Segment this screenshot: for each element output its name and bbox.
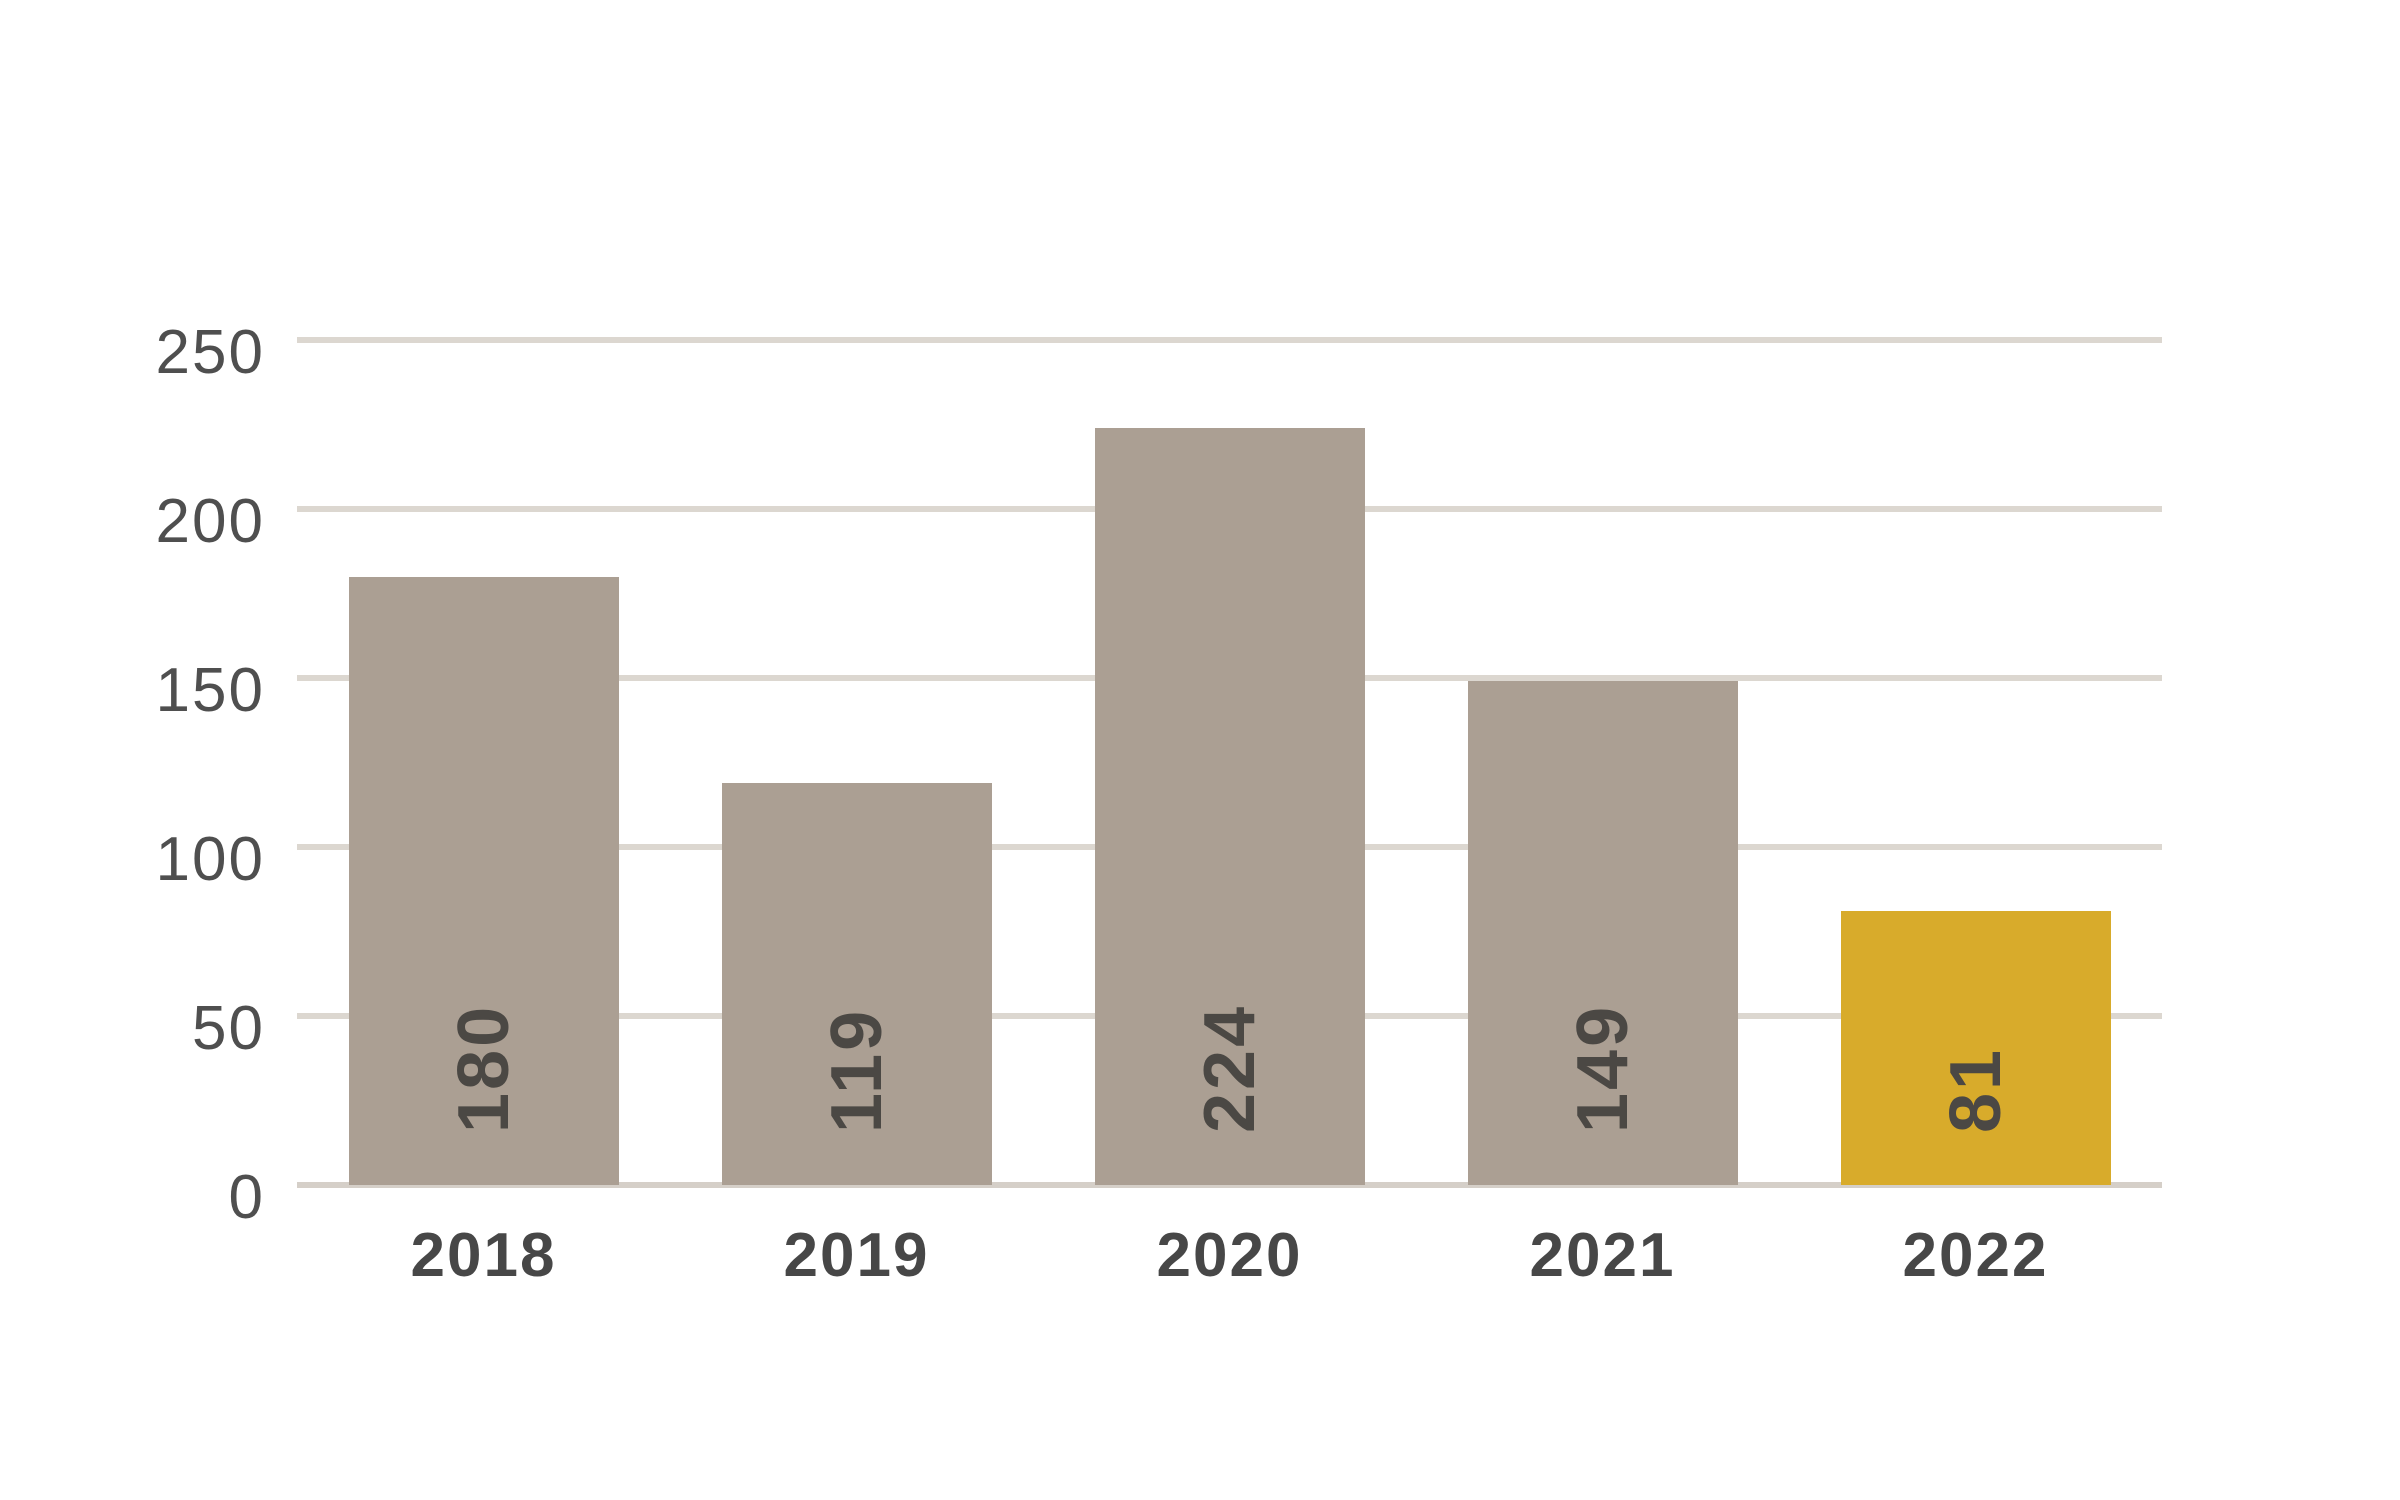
bar-2022: 81 [1840,911,2111,1185]
x-axis-label-2019: 2019 [783,1221,930,1290]
bar-2019: 119 [721,782,992,1185]
bar-2020: 224 [1094,427,1365,1185]
y-axis-tick-label: 150 [155,656,265,725]
x-axis-baseline [297,1182,2162,1188]
y-axis-tick-label: 50 [192,994,265,1063]
bar-2021: 149 [1467,681,1738,1185]
bar-value-label-2020: 224 [1189,1003,1270,1133]
bar-value-label-2022: 81 [1935,1046,2016,1133]
y-axis-tick-label: 250 [155,318,265,387]
bar-value-label-2018: 180 [443,1003,524,1133]
x-axis-label-2018: 2018 [410,1221,557,1290]
x-axis-label-2021: 2021 [1529,1221,1676,1290]
gridline-y-250 [297,337,2162,343]
bar-2018: 180 [348,576,619,1185]
bar-value-label-2019: 119 [816,1007,897,1133]
x-axis-label-2022: 2022 [1902,1221,2049,1290]
bar-value-label-2021: 149 [1562,1003,1643,1133]
y-axis-tick-label: 200 [155,487,265,556]
y-axis-tick-label: 100 [155,825,265,894]
y-axis-tick-label: 0 [228,1163,265,1232]
x-axis-label-2020: 2020 [1156,1221,1303,1290]
